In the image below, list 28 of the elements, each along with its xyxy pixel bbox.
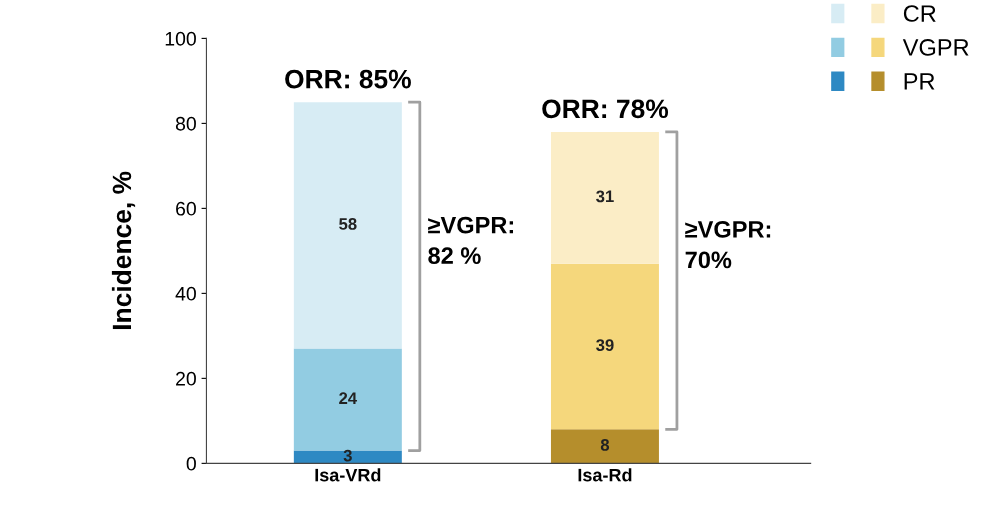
- bar: [550, 131, 659, 264]
- bar: [550, 429, 659, 464]
- y-tick-label: 80: [175, 116, 196, 131]
- bar: [293, 450, 402, 464]
- legend-label: CR: [903, 5, 936, 22]
- y-tick-label: 40: [175, 286, 196, 301]
- annotation: ORR: 78%: [542, 99, 669, 119]
- y-axis-title: Incidence, %: [111, 171, 136, 330]
- data-label: 39: [596, 339, 614, 351]
- data-label: 24: [339, 392, 358, 404]
- data-label: 31: [596, 190, 614, 203]
- y-tick-label: 60: [176, 201, 196, 216]
- annotation: ≥VGPR: 70%: [685, 220, 771, 269]
- bar: [293, 102, 402, 349]
- legend-label: VGPR: [902, 39, 969, 56]
- legend-label: PR: [904, 73, 935, 90]
- y-tick-label: 20: [176, 371, 196, 386]
- y-tick-label: 100: [165, 31, 196, 46]
- bar: [293, 348, 402, 451]
- bar: [550, 263, 659, 430]
- x-tick-label: Isa-VRd: [315, 468, 381, 482]
- x-tick-label: Isa-Rd: [578, 468, 632, 482]
- annotation: ORR: 85%: [285, 69, 411, 89]
- data-label: 3: [343, 449, 352, 462]
- y-tick-label: 0: [186, 456, 196, 471]
- annotation: ≥VGPR: 82 %: [428, 216, 514, 264]
- data-label: 58: [339, 218, 357, 230]
- data-label: 8: [600, 439, 610, 451]
